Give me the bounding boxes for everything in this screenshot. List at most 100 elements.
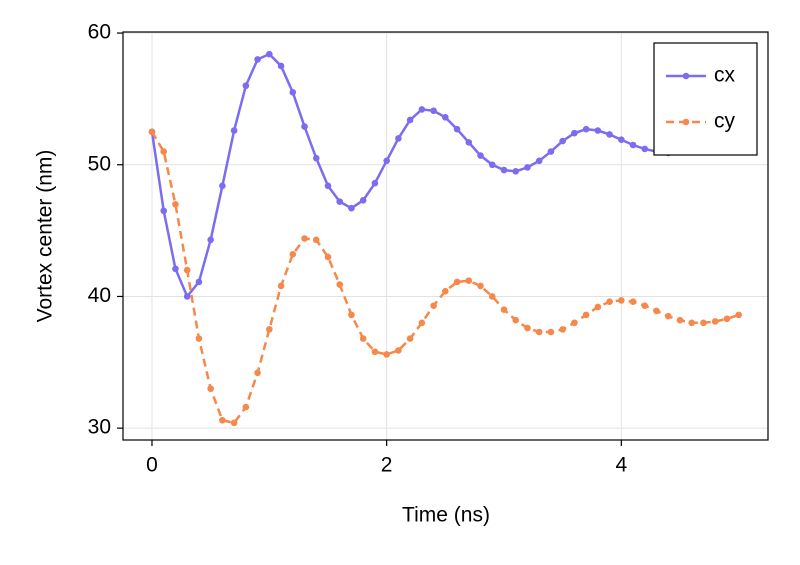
data-point [183, 266, 191, 274]
data-point [219, 182, 226, 190]
data-point [430, 302, 437, 309]
data-point [266, 326, 273, 333]
data-point [242, 82, 250, 90]
data-point [418, 319, 426, 327]
data-point [183, 293, 191, 300]
data-point [312, 236, 320, 244]
data-point [195, 278, 203, 286]
data-point [312, 154, 320, 162]
data-point [324, 182, 332, 190]
data-point [418, 106, 426, 113]
data-point [430, 107, 437, 115]
legend-label: cy [714, 110, 736, 133]
data-point [653, 307, 660, 315]
data-point [301, 235, 308, 242]
data-point [371, 348, 379, 356]
data-point [395, 135, 402, 142]
data-point [547, 148, 555, 155]
legend-label: cx [714, 64, 736, 87]
legend-marker [682, 72, 690, 80]
data-point [406, 116, 414, 124]
data-point [488, 161, 496, 169]
data-point [723, 315, 731, 323]
x-tick-label: 2 [381, 454, 393, 477]
data-point [442, 114, 449, 121]
data-point [160, 148, 168, 155]
data-point [559, 137, 566, 145]
y-axis-label: Vortex center (nm) [34, 150, 57, 323]
data-point [477, 152, 484, 159]
data-point [688, 319, 696, 327]
legend-box [653, 42, 758, 156]
y-tick-label: 60 [88, 21, 111, 44]
data-point [735, 311, 742, 319]
data-point [500, 306, 508, 313]
y-tick-label: 40 [88, 284, 111, 307]
data-point [606, 131, 613, 138]
data-point [371, 179, 379, 187]
y-tick-label: 30 [88, 416, 111, 439]
data-point [618, 136, 625, 144]
data-point [535, 157, 543, 165]
data-point [254, 56, 261, 63]
data-point [324, 253, 332, 261]
data-point [207, 385, 214, 392]
data-point [348, 311, 355, 319]
data-point [453, 278, 461, 286]
data-point [172, 265, 179, 273]
data-point [477, 282, 484, 290]
data-point [582, 125, 590, 133]
data-point [230, 419, 238, 427]
data-point [453, 125, 461, 133]
data-point [488, 293, 496, 300]
x-tick-label: 0 [146, 454, 158, 477]
data-point [535, 328, 543, 336]
data-point [700, 319, 707, 327]
data-point [254, 369, 261, 377]
data-point [266, 50, 273, 58]
data-point [289, 89, 297, 96]
data-point [524, 324, 531, 332]
data-point [571, 129, 578, 137]
data-point [582, 311, 590, 319]
data-point [606, 298, 613, 306]
data-point [242, 403, 250, 411]
data-point [277, 62, 285, 70]
x-axis-label: Time (ns) [402, 504, 490, 527]
data-point [594, 127, 602, 134]
data-point [629, 141, 637, 149]
data-point [711, 318, 719, 325]
data-point [629, 298, 637, 306]
data-point [594, 303, 602, 311]
data-point [547, 328, 555, 336]
data-point [301, 123, 308, 130]
data-point [207, 236, 214, 244]
data-point [359, 335, 367, 342]
data-point [676, 316, 684, 324]
legend-marker [682, 118, 690, 126]
data-point [195, 335, 203, 342]
series-line [150, 131, 740, 425]
data-point [512, 168, 520, 175]
data-point [383, 351, 390, 358]
data-point [395, 347, 402, 354]
data-point [172, 200, 179, 208]
data-point [148, 128, 156, 136]
data-point [336, 198, 344, 205]
data-point [219, 416, 226, 424]
series-line [150, 52, 739, 299]
data-point [559, 326, 566, 333]
data-point [442, 287, 449, 295]
data-point [465, 277, 473, 284]
data-point [500, 166, 508, 174]
data-point [618, 297, 625, 304]
data-point [348, 204, 355, 212]
data-point [641, 302, 649, 309]
data-point [160, 207, 168, 215]
x-tick-label: 4 [615, 454, 627, 477]
data-point [336, 281, 344, 288]
data-point [406, 335, 414, 342]
data-point [230, 127, 238, 134]
data-point [289, 251, 297, 258]
